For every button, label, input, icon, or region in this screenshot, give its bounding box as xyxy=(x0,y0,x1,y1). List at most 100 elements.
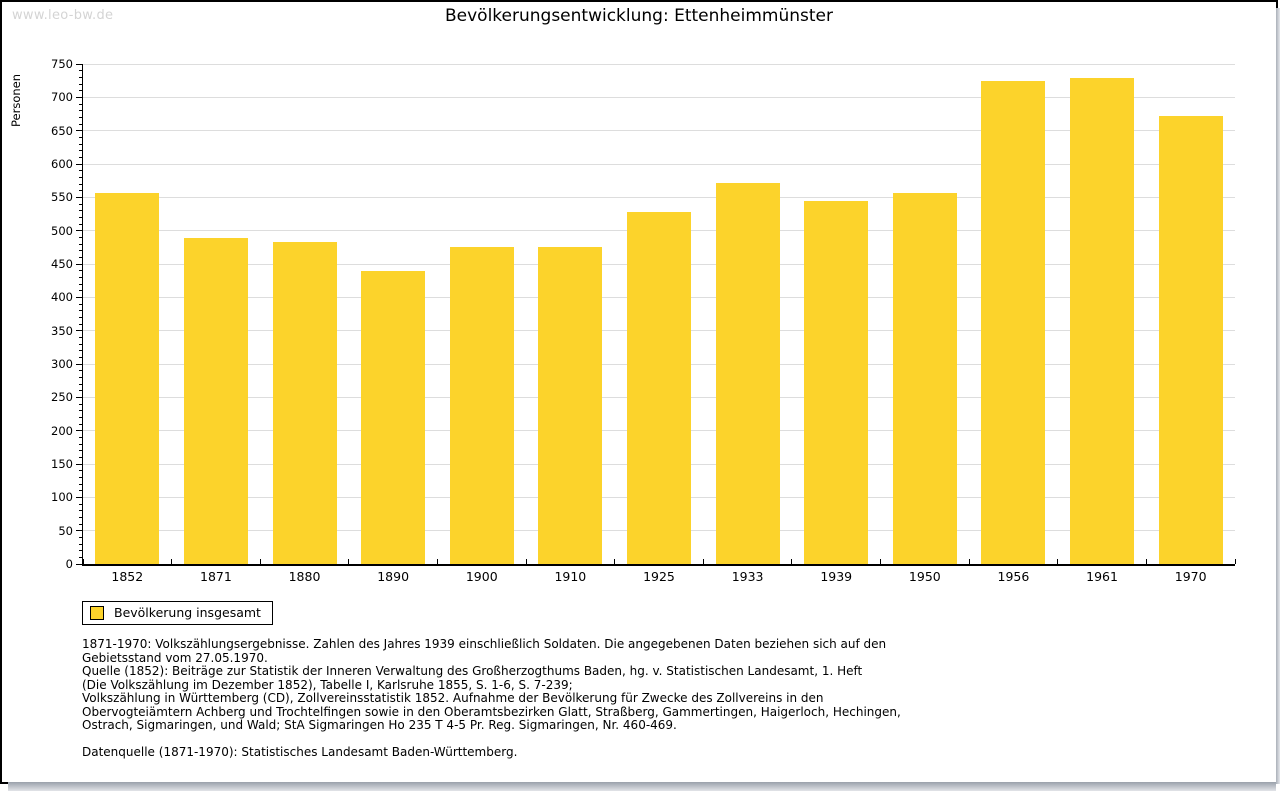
x-axis-tick xyxy=(968,559,970,564)
bar-1933 xyxy=(715,182,780,564)
y-axis-minor-tick xyxy=(79,483,82,485)
y-axis-minor-tick xyxy=(79,110,82,112)
y-axis-minor-tick xyxy=(79,550,82,552)
y-axis-minor-tick xyxy=(79,536,82,538)
x-axis-tick xyxy=(259,559,261,564)
y-tick-label: 50 xyxy=(58,523,73,538)
x-axis-tick xyxy=(436,559,438,564)
y-axis-minor-tick xyxy=(79,310,82,312)
y-axis-minor-tick xyxy=(79,516,82,518)
footnote-line: 1871-1970: Volkszählungsergebnisse. Zahl… xyxy=(82,637,887,651)
y-axis-tick xyxy=(76,563,82,565)
y-axis-minor-tick xyxy=(79,303,82,305)
x-axis-tick xyxy=(702,559,704,564)
y-axis-minor-tick xyxy=(79,476,82,478)
footnote-line: Ostrach, Sigmaringen, und Wald; StA Sigm… xyxy=(82,718,677,732)
y-axis-minor-tick xyxy=(79,190,82,192)
y-axis-tick xyxy=(76,63,82,65)
y-axis-minor-tick xyxy=(79,210,82,212)
y-axis-minor-tick xyxy=(79,410,82,412)
y-axis-minor-tick xyxy=(79,316,82,318)
x-axis-tick xyxy=(82,559,84,564)
y-axis-minor-tick xyxy=(79,283,82,285)
x-axis-tick xyxy=(525,559,527,564)
y-axis-tick xyxy=(76,196,82,198)
y-axis-minor-tick xyxy=(79,170,82,172)
y-axis-minor-tick xyxy=(79,490,82,492)
y-axis-minor-tick xyxy=(79,150,82,152)
y-axis-tick xyxy=(76,263,82,265)
y-tick-label: 100 xyxy=(51,490,73,505)
x-tick-label: 1880 xyxy=(288,569,321,584)
y-axis-minor-tick xyxy=(79,203,82,205)
y-axis-title: Personen xyxy=(9,73,23,127)
x-tick-label: 1871 xyxy=(200,569,232,584)
bar-1950 xyxy=(892,193,957,564)
y-axis-minor-tick xyxy=(79,223,82,225)
y-axis-minor-tick xyxy=(79,103,82,105)
y-axis-minor-tick xyxy=(79,423,82,425)
y-tick-label: 450 xyxy=(51,257,73,271)
page-shadow-right xyxy=(1276,8,1280,784)
y-axis-minor-tick xyxy=(79,403,82,405)
y-tick-label: 300 xyxy=(51,357,73,371)
y-axis-tick xyxy=(76,96,82,98)
y-axis-minor-tick xyxy=(79,123,82,125)
y-axis-minor-tick xyxy=(79,510,82,512)
x-tick-label: 1956 xyxy=(997,569,1030,584)
y-axis-tick xyxy=(76,530,82,532)
bar-1880 xyxy=(272,242,337,564)
y-axis-minor-tick xyxy=(79,183,82,185)
y-axis-tick xyxy=(76,463,82,465)
y-axis-minor-tick xyxy=(79,543,82,545)
legend-label: Bevölkerung insgesamt xyxy=(114,605,261,620)
y-axis-minor-tick xyxy=(79,116,82,118)
y-tick-label: 0 xyxy=(65,557,73,571)
y-axis-minor-tick xyxy=(79,156,82,158)
y-tick-label: 200 xyxy=(51,423,73,438)
y-axis-minor-tick xyxy=(79,523,82,525)
y-axis-minor-tick xyxy=(79,243,82,245)
y-axis-minor-tick xyxy=(79,350,82,352)
x-tick-label: 1961 xyxy=(1086,569,1118,584)
y-axis-minor-tick xyxy=(79,470,82,472)
y-axis-minor-tick xyxy=(79,556,82,558)
x-tick-label: 1933 xyxy=(731,569,764,584)
y-axis-minor-tick xyxy=(79,143,82,145)
y-axis-minor-tick xyxy=(79,90,82,92)
y-tick-label: 500 xyxy=(51,223,73,238)
y-axis-minor-tick xyxy=(79,383,82,385)
x-tick-label: 1900 xyxy=(465,569,498,584)
gridline xyxy=(83,163,1235,165)
bar-1871 xyxy=(183,238,248,564)
footnotes: 1871-1970: Volkszählungsergebnisse. Zahl… xyxy=(82,637,901,760)
legend-swatch-icon xyxy=(90,605,104,620)
y-axis-minor-tick xyxy=(79,376,82,378)
datasource-note: Datenquelle (1871-1970): Statistisches L… xyxy=(82,745,518,759)
y-axis-minor-tick xyxy=(79,336,82,338)
y-axis-minor-tick xyxy=(79,443,82,445)
x-axis-tick xyxy=(614,559,616,564)
x-axis-tick xyxy=(791,559,793,564)
y-axis-minor-tick xyxy=(79,136,82,138)
bar-1900 xyxy=(449,246,514,564)
y-axis-tick xyxy=(76,396,82,398)
y-axis-minor-tick xyxy=(79,70,82,72)
x-tick-label: 1852 xyxy=(111,569,144,584)
x-axis-tick xyxy=(171,559,173,564)
y-tick-label: 700 xyxy=(51,90,73,105)
x-axis-tick xyxy=(1234,559,1236,564)
y-axis-minor-tick xyxy=(79,416,82,418)
y-axis-minor-tick xyxy=(79,503,82,505)
legend-box: Bevölkerung insgesamt xyxy=(82,601,273,625)
y-axis-tick xyxy=(76,430,82,432)
x-tick-label: 1890 xyxy=(377,569,410,584)
bar-1970 xyxy=(1158,116,1223,564)
gridline xyxy=(83,63,1235,65)
x-tick-label: 1970 xyxy=(1174,569,1207,584)
y-axis-minor-tick xyxy=(79,270,82,272)
x-tick-label: 1910 xyxy=(554,569,587,584)
y-tick-label: 750 xyxy=(51,57,73,71)
chart-title: Bevölkerungsentwicklung: Ettenheimmünste… xyxy=(444,6,833,26)
y-axis-minor-tick xyxy=(79,76,82,78)
